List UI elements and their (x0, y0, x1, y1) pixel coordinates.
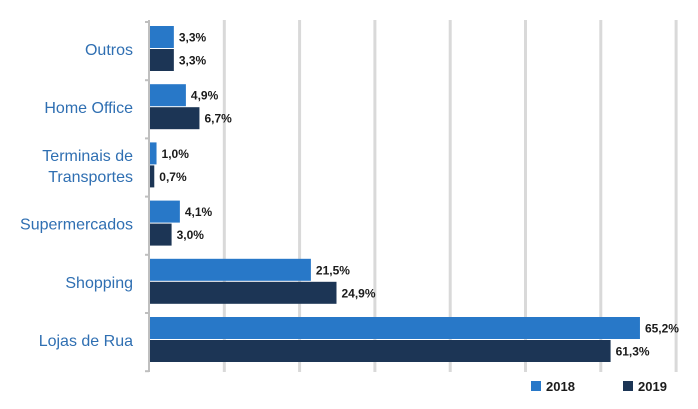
bar-2018 (150, 84, 186, 107)
bar-2018 (150, 200, 180, 223)
category-label: Terminais de Transportes (42, 148, 133, 186)
bar-2018 (150, 317, 640, 339)
data-label: 3,3% (179, 54, 207, 68)
legend-swatch (531, 381, 541, 391)
data-label: 1,0% (162, 147, 190, 161)
data-label: 0,7% (159, 170, 187, 184)
bar-2018 (150, 142, 157, 165)
data-label: 4,9% (191, 89, 219, 103)
category-label: Shopping (65, 275, 133, 292)
data-label: 24,9% (341, 286, 375, 300)
legend-label: 2019 (638, 379, 667, 394)
gridlines (222, 20, 678, 372)
data-label: 4,1% (185, 205, 213, 219)
bar-2019 (150, 223, 172, 246)
data-label: 3,0% (177, 228, 205, 242)
category-labels: Outros Home Office Terminais de Transportes… (20, 42, 133, 350)
bar-2019 (150, 340, 611, 362)
legend-swatch (623, 381, 633, 391)
category-label: Home Office (44, 100, 133, 117)
bar-2019 (150, 165, 155, 188)
legend-label: 2018 (546, 379, 575, 394)
data-label: 21,5% (316, 263, 350, 277)
data-label: 3,3% (179, 31, 207, 45)
category-label: Lojas de Rua (39, 333, 133, 350)
bars (150, 26, 640, 362)
bar-2018 (150, 26, 174, 48)
category-label: Supermercados (20, 217, 133, 234)
value-labels: 3,3% 3,3% 4,9% 6,7% 1,0% 0,7% 4,1% 3,0% 21,5% 24,… (159, 31, 679, 359)
data-label: 6,7% (204, 112, 232, 126)
category-axis (145, 20, 150, 373)
data-label: 61,3% (616, 345, 650, 359)
category-label: Outros (85, 42, 133, 59)
bar-2018 (150, 258, 311, 281)
bar-2019 (150, 281, 337, 304)
data-label: 65,2% (645, 322, 679, 336)
legend: 2018 2019 (531, 379, 667, 394)
bar-2019 (150, 49, 174, 71)
bar-2019 (150, 107, 200, 130)
